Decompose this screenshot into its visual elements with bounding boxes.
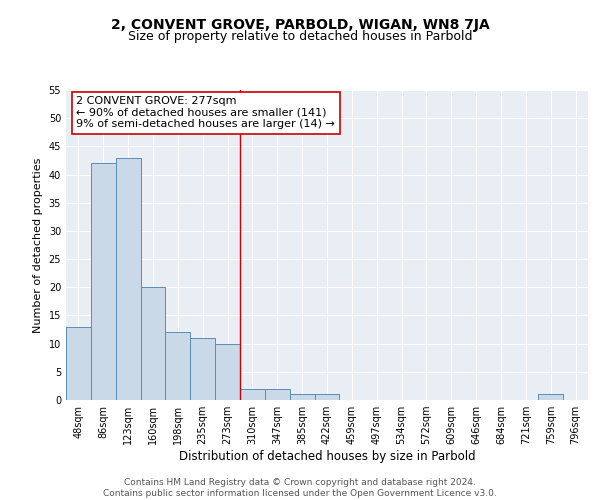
Text: Size of property relative to detached houses in Parbold: Size of property relative to detached ho… [128, 30, 472, 43]
Bar [166, 332, 190, 400]
Bar [314, 394, 340, 400]
Bar [66, 326, 91, 400]
Bar [91, 164, 116, 400]
Text: Contains HM Land Registry data © Crown copyright and database right 2024.
Contai: Contains HM Land Registry data © Crown c… [103, 478, 497, 498]
Bar [140, 288, 166, 400]
Bar [190, 338, 215, 400]
Bar [290, 394, 314, 400]
Bar [116, 158, 140, 400]
Bar [215, 344, 240, 400]
Bar [240, 388, 265, 400]
Bar [265, 388, 290, 400]
Text: 2, CONVENT GROVE, PARBOLD, WIGAN, WN8 7JA: 2, CONVENT GROVE, PARBOLD, WIGAN, WN8 7J… [110, 18, 490, 32]
Y-axis label: Number of detached properties: Number of detached properties [33, 158, 43, 332]
Bar [538, 394, 563, 400]
Text: 2 CONVENT GROVE: 277sqm
← 90% of detached houses are smaller (141)
9% of semi-de: 2 CONVENT GROVE: 277sqm ← 90% of detache… [76, 96, 335, 130]
X-axis label: Distribution of detached houses by size in Parbold: Distribution of detached houses by size … [179, 450, 475, 463]
